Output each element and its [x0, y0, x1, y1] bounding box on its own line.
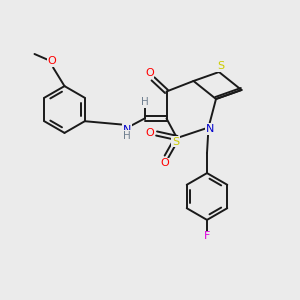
Text: O: O [48, 56, 57, 66]
Text: O: O [160, 158, 169, 168]
Text: N: N [206, 124, 214, 134]
Text: O: O [146, 128, 154, 139]
Text: S: S [172, 136, 179, 147]
Text: F: F [204, 231, 210, 242]
Text: O: O [145, 68, 154, 79]
Text: N: N [123, 125, 131, 135]
Text: H: H [141, 97, 148, 107]
Text: S: S [217, 61, 224, 71]
Text: H: H [123, 131, 131, 141]
